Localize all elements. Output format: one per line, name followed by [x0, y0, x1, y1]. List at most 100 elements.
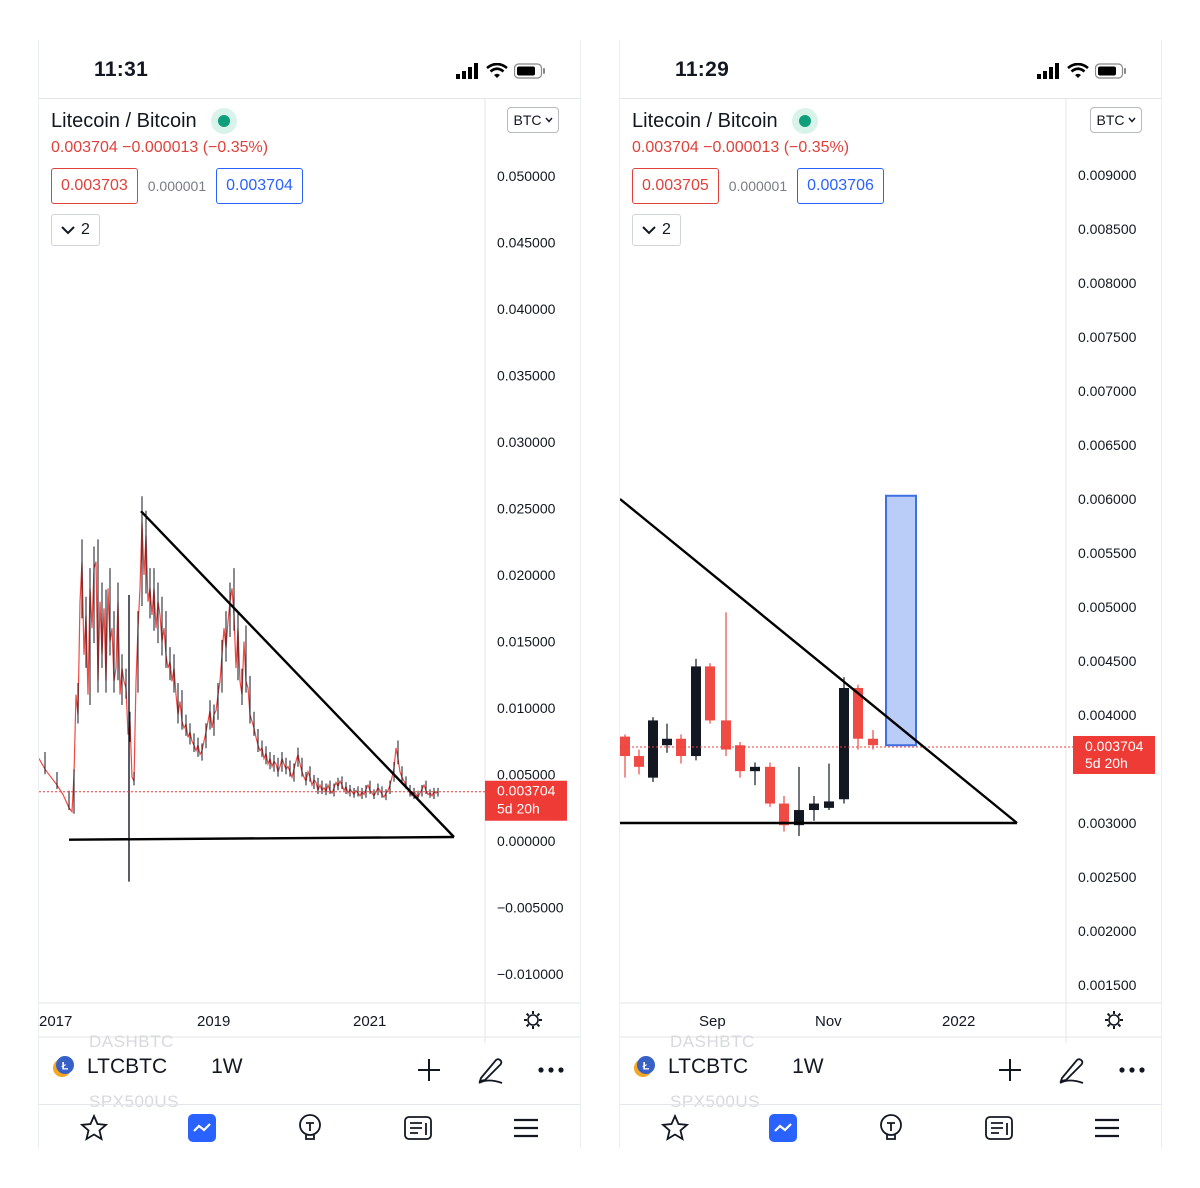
candle-body [634, 756, 644, 767]
news-icon [404, 1116, 432, 1140]
currency-scale-button[interactable]: BTC [507, 107, 559, 133]
scale-label: BTC [1096, 112, 1125, 128]
chevron-down-icon [544, 117, 553, 123]
ghost-symbol: DASHBTC [89, 1032, 174, 1051]
indicators-toggle[interactable]: 2 [51, 214, 100, 246]
price-tick-label: 0.007500 [1078, 329, 1137, 345]
nav-chart[interactable] [765, 1110, 801, 1146]
ghost-symbol: DASHBTC [670, 1032, 755, 1051]
price-tick-label: 0.004000 [1078, 707, 1137, 723]
candle-body [868, 738, 878, 746]
time-tick-label: 2022 [942, 1013, 975, 1030]
price-tick-label: 0.006500 [1078, 437, 1137, 453]
sell-button[interactable]: 0.003705 [632, 168, 719, 204]
time-tick-label: 2019 [197, 1013, 230, 1030]
pen-icon [1059, 1058, 1084, 1084]
pen-icon [478, 1058, 503, 1084]
more-icon [538, 1067, 564, 1073]
status-time: 11:29 [675, 58, 730, 81]
price-tick-label: 0.002000 [1078, 923, 1137, 939]
news-icon [985, 1116, 1013, 1140]
price-chart[interactable]: 0.009000 0.008500 0.008000 0.007500 0.007000… [620, 99, 1161, 1049]
scale-label: BTC [513, 112, 542, 128]
drawing-button[interactable] [472, 1052, 508, 1088]
price-tick-label: 0.004500 [1078, 653, 1137, 669]
drawing-button[interactable] [1053, 1052, 1089, 1088]
ghost-symbol: SPX500US [89, 1092, 179, 1111]
target-projection-box [885, 494, 917, 747]
menu-icon [1095, 1118, 1119, 1138]
idea-bulb-icon [299, 1114, 321, 1140]
price-tick-label: 0.009000 [1078, 167, 1137, 183]
currency-scale-button[interactable]: BTC [1090, 107, 1142, 133]
add-button[interactable] [411, 1052, 447, 1088]
price-tick-label: 0.002500 [1078, 869, 1137, 885]
nav-chart[interactable] [184, 1110, 220, 1146]
candle-body [794, 810, 804, 826]
time-tick-label: Nov [815, 1013, 842, 1030]
nav-news[interactable] [400, 1110, 436, 1146]
symbol-button[interactable]: LTCBTC [87, 1055, 168, 1078]
price-tick-label: 0.000000 [497, 833, 556, 849]
price-tick-label: 0.040000 [497, 301, 556, 317]
ghost-symbol: SPX500US [670, 1092, 760, 1111]
buy-button[interactable]: 0.003706 [797, 168, 884, 204]
candle-body [765, 766, 775, 804]
nav-menu[interactable] [508, 1110, 544, 1146]
price-tick-label: 0.003000 [1078, 815, 1137, 831]
signal-icon [456, 63, 478, 79]
price-tick-label: 0.035000 [497, 368, 556, 384]
interval-button[interactable]: 1W [792, 1055, 824, 1078]
indicators-toggle[interactable]: 2 [632, 214, 681, 246]
idea-bulb-icon [880, 1114, 902, 1140]
nav-menu[interactable] [1089, 1110, 1125, 1146]
status-time: 11:31 [94, 58, 149, 81]
nav-watchlist[interactable] [76, 1110, 112, 1146]
chart-screen-right: 11:29 0.009000 0.008500 0.008000 0.007500 0.… [619, 40, 1162, 1148]
gear-icon[interactable] [1105, 1011, 1123, 1029]
nav-ideas[interactable] [292, 1110, 328, 1146]
gear-icon[interactable] [524, 1011, 542, 1029]
indicator-count: 2 [81, 221, 90, 238]
wifi-icon [1067, 63, 1089, 78]
price-change: 0.003704 −0.000013 (−0.35%) [51, 139, 269, 156]
add-button[interactable] [992, 1052, 1028, 1088]
nav-ideas[interactable] [873, 1110, 909, 1146]
candle-body [750, 766, 760, 772]
chart-icon [769, 1114, 797, 1142]
buy-button[interactable]: 0.003704 [216, 168, 303, 204]
candle-body [853, 688, 863, 739]
candle-body [809, 803, 819, 811]
candle-body [691, 666, 701, 757]
menu-icon [514, 1118, 538, 1138]
time-tick-label: 2021 [353, 1013, 386, 1030]
candle-body [839, 688, 849, 800]
descending-trendline [620, 498, 1018, 824]
market-open-indicator [791, 108, 818, 134]
price-tick-label: 0.005500 [1078, 545, 1137, 561]
symbol-button[interactable]: LTCBTC [668, 1055, 749, 1078]
signal-icon [1037, 63, 1059, 79]
more-button[interactable] [1114, 1052, 1150, 1088]
candle-body [620, 736, 630, 757]
interval-button[interactable]: 1W [211, 1055, 243, 1078]
candle-body [735, 745, 745, 772]
nav-watchlist[interactable] [657, 1110, 693, 1146]
price-chart[interactable]: 0.050000 0.045000 0.040000 0.035000 0.030000… [39, 99, 580, 1049]
chevron-down-icon [61, 226, 75, 235]
price-tick-label: 0.030000 [497, 434, 556, 450]
chart-screen-left: 11:31 0.050000 0.045000 0.040000 0.035000 0.… [38, 40, 581, 1148]
candle-body [824, 801, 834, 808]
nav-news[interactable] [981, 1110, 1017, 1146]
battery-icon [1095, 63, 1126, 79]
price-tick-label: 0.045000 [497, 235, 556, 251]
more-button[interactable] [533, 1052, 569, 1088]
sell-button[interactable]: 0.003703 [51, 168, 138, 204]
price-tick-label: 0.010000 [497, 700, 556, 716]
last-price-label: 0.003704 [1085, 738, 1144, 754]
price-tick-label: 0.005000 [497, 767, 556, 783]
wifi-icon [486, 63, 508, 78]
last-price-tag [485, 780, 567, 821]
candle-body [721, 720, 731, 750]
spread-value: 0.000001 [147, 178, 207, 194]
